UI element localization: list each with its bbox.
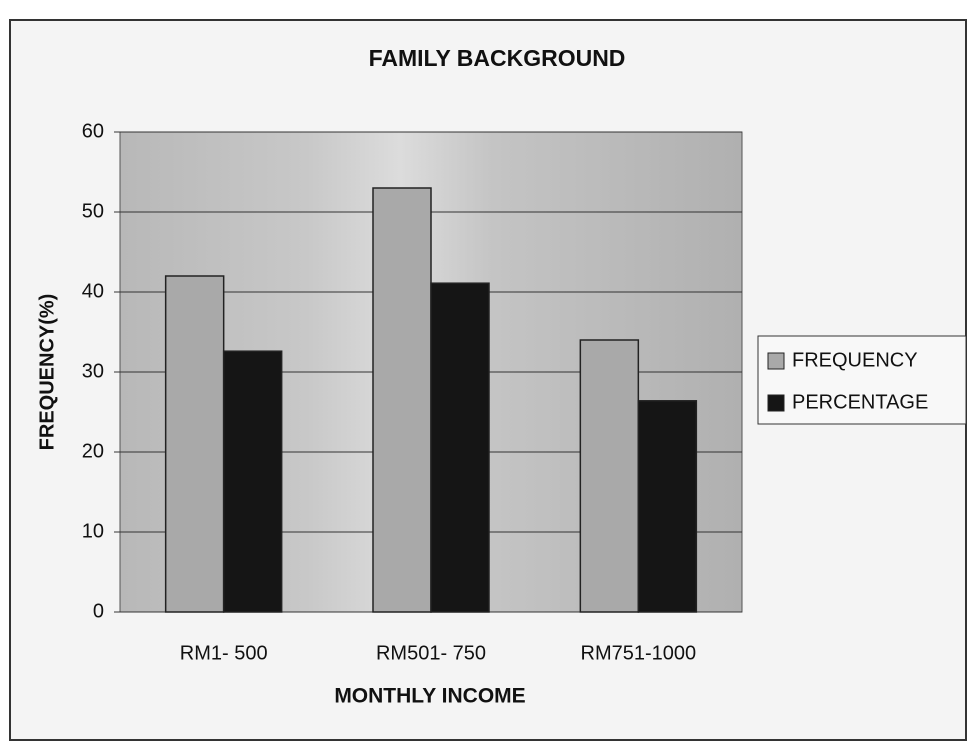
y-tick-label: 30 (82, 360, 104, 382)
bar (579, 339, 640, 613)
y-tick-label: 20 (82, 440, 104, 462)
legend (757, 335, 967, 425)
y-tick-label: 0 (93, 600, 104, 622)
y-tick-label: 50 (82, 200, 104, 222)
x-tick-label: RM751-1000 (581, 642, 697, 664)
bar (164, 275, 225, 613)
legend-swatch (767, 394, 785, 412)
y-axis-label: FREQUENCY(%) (36, 294, 58, 451)
x-tick-label: RM501- 750 (376, 642, 486, 664)
legend-swatch (767, 352, 785, 370)
chart-title: FAMILY BACKGROUND (369, 45, 626, 71)
y-tick-label: 60 (82, 120, 104, 142)
bar (637, 400, 698, 613)
y-tick-label: 10 (82, 520, 104, 542)
legend-label: FREQUENCY (792, 349, 918, 371)
y-tick-label: 40 (82, 280, 104, 302)
x-axis-label: MONTHLY INCOME (334, 685, 525, 708)
bar (430, 282, 490, 613)
bar (372, 187, 432, 613)
legend-label: PERCENTAGE (792, 391, 928, 413)
bar (222, 350, 283, 613)
x-tick-label: RM1- 500 (180, 642, 268, 664)
